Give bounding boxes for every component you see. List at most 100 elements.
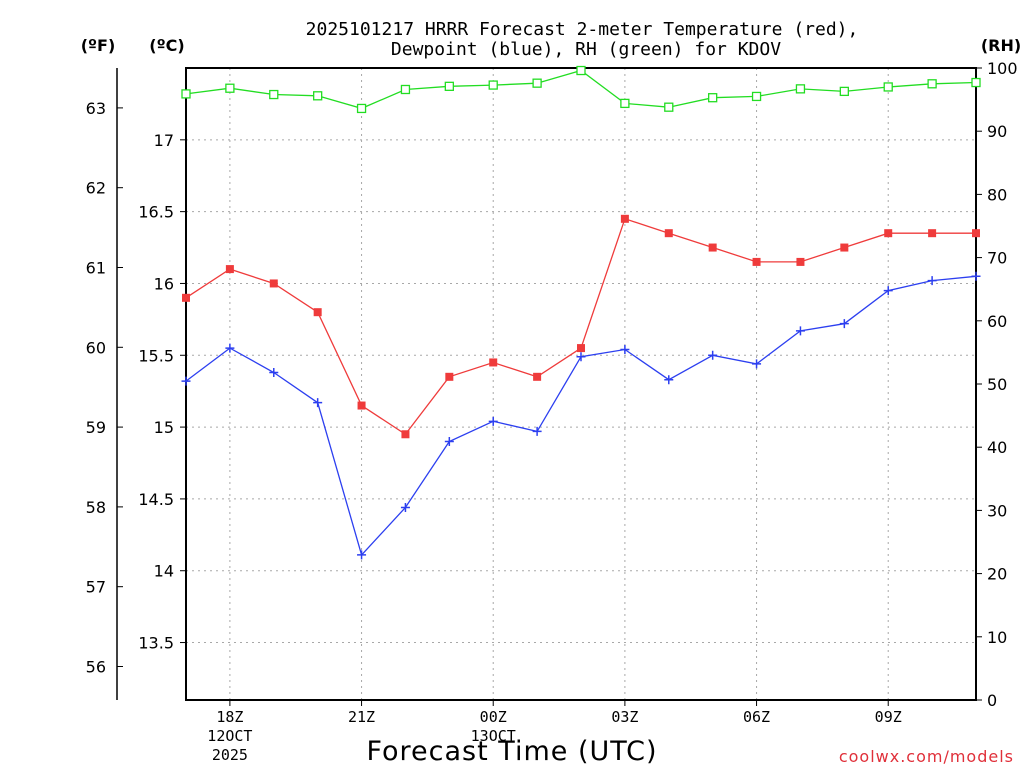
celsius-tick-label: 16 xyxy=(154,274,174,293)
rh-tick-label: 20 xyxy=(987,565,1007,584)
2-meter-temperature-point xyxy=(445,372,454,381)
celsius-tick-label: 16.5 xyxy=(138,203,174,222)
celsius-tick-label: 14 xyxy=(154,562,174,581)
x-axis-title: Forecast Time (UTC) xyxy=(366,736,657,767)
dewpoint-point xyxy=(883,286,893,296)
x-tick-date: 13OCT xyxy=(471,727,516,745)
rh-point xyxy=(269,89,279,100)
x-tick-label: 03Z xyxy=(611,708,638,726)
dewpoint-point xyxy=(444,436,454,446)
chart-title-line-1: 2025101217 HRRR Forecast 2-meter Tempera… xyxy=(306,19,859,40)
2-meter-temperature-point xyxy=(357,401,366,410)
dewpoint-point xyxy=(971,271,981,281)
2-meter-temperature-point xyxy=(489,358,498,367)
gridlines xyxy=(186,68,976,700)
rh-point xyxy=(971,77,981,88)
2-meter-temperature-point xyxy=(884,229,893,238)
plot-frame xyxy=(185,67,977,701)
x-tick-label: 18Z xyxy=(216,708,243,726)
fahrenheit-tick-label: 60 xyxy=(86,338,106,357)
rh-tick-label: 10 xyxy=(987,628,1007,647)
rh-point xyxy=(488,80,498,90)
x-tick-label: 09Z xyxy=(875,708,902,726)
fahrenheit-tick-label: 58 xyxy=(86,498,106,517)
dewpoint-point xyxy=(532,426,542,436)
rh-point xyxy=(751,91,762,102)
rh-point xyxy=(225,83,235,93)
dewpoint-line xyxy=(185,275,977,557)
2-meter-temperature-point xyxy=(752,257,761,266)
dewpoint-point xyxy=(576,352,586,362)
dewpoint-point xyxy=(752,359,762,369)
fahrenheit-tick-label: 62 xyxy=(86,179,106,198)
rh-point xyxy=(181,89,191,99)
2-meter-temperature-point xyxy=(269,279,278,288)
fahrenheit-tick-label: 56 xyxy=(86,657,106,676)
2-meter-temperature-line xyxy=(185,217,976,436)
dewpoint-point xyxy=(313,398,323,408)
dewpoint-point xyxy=(839,319,849,329)
rh-point xyxy=(883,82,893,92)
rh-tick-label: 30 xyxy=(987,501,1007,520)
rh-point xyxy=(927,79,937,89)
rh-point xyxy=(795,84,806,94)
celsius-tick-label: 15 xyxy=(154,418,174,437)
2-meter-temperature-point xyxy=(182,293,190,302)
2-meter-temperature-point xyxy=(225,265,234,274)
2-meter-temperature-point xyxy=(313,308,322,317)
dewpoint-point xyxy=(664,375,674,385)
chart-title-line-2: Dewpoint (blue), RH (green) for KDOV xyxy=(391,39,781,60)
rh-tick-label: 80 xyxy=(987,185,1007,204)
dewpoint-point xyxy=(620,345,630,355)
2-meter-temperature-point xyxy=(664,229,673,238)
celsius-tick-label: 14.5 xyxy=(138,490,174,509)
axes xyxy=(116,67,982,706)
2-meter-temperature-point xyxy=(840,243,849,252)
dewpoint-point xyxy=(708,350,718,360)
rh-point xyxy=(839,86,849,97)
2-meter-temperature-point xyxy=(972,229,980,238)
2-meter-temperature-point xyxy=(577,344,585,353)
dewpoint-point xyxy=(795,326,805,336)
rh-point xyxy=(708,93,718,103)
celsius-tick-label: 17 xyxy=(154,131,174,150)
2-meter-temperature-point xyxy=(928,229,937,238)
2-meter-temperature-point xyxy=(620,214,629,223)
fahrenheit-tick-label: 61 xyxy=(86,258,106,277)
x-tick-label: 21Z xyxy=(348,708,375,726)
x-tick-label: 00Z xyxy=(480,708,507,726)
rh-line xyxy=(185,69,977,110)
data-series xyxy=(181,65,981,560)
rh-unit-label: (RH) xyxy=(981,36,1021,55)
rh-point xyxy=(532,78,542,88)
rh-tick-label: 50 xyxy=(987,375,1007,394)
rh-point xyxy=(576,65,586,76)
x-tick-label: 06Z xyxy=(743,708,770,726)
credit-link[interactable]: coolwx.com/models xyxy=(839,747,1014,766)
fahrenheit-unit-label: (ºF) xyxy=(81,36,116,55)
dewpoint-point xyxy=(181,376,191,386)
fahrenheit-tick-label: 57 xyxy=(86,578,106,597)
rh-tick-label: 40 xyxy=(987,438,1007,457)
dewpoint-point xyxy=(927,276,937,286)
dewpoint-point xyxy=(225,343,235,353)
rh-tick-label: 90 xyxy=(987,122,1007,141)
2-meter-temperature-point xyxy=(796,257,805,266)
x-tick-year: 2025 xyxy=(212,746,248,764)
2-meter-temperature-point xyxy=(708,243,717,252)
dewpoint-point xyxy=(269,368,279,378)
rh-tick-label: 0 xyxy=(987,691,997,710)
rh-point xyxy=(664,102,674,112)
2-meter-temperature-point xyxy=(533,372,542,381)
rh-tick-label: 100 xyxy=(987,59,1018,78)
x-tick-date: 12OCT xyxy=(207,727,252,745)
rh-point xyxy=(620,98,630,109)
dewpoint-point xyxy=(357,550,367,560)
celsius-unit-label: (ºC) xyxy=(149,36,184,55)
fahrenheit-tick-label: 59 xyxy=(86,418,106,437)
rh-tick-label: 70 xyxy=(987,249,1007,268)
celsius-tick-label: 15.5 xyxy=(138,346,174,365)
fahrenheit-tick-label: 63 xyxy=(86,99,106,118)
